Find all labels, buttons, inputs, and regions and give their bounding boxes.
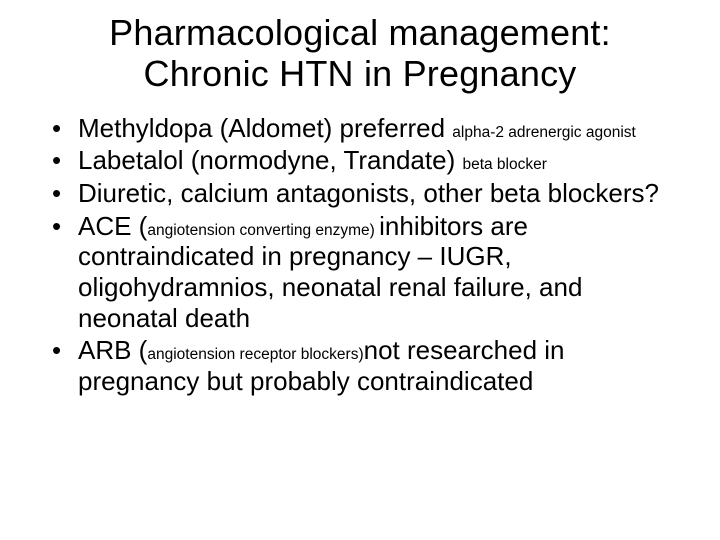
title-line-2: Chronic HTN in Pregnancy [144,53,577,94]
bullet-sub-text: beta blocker [462,156,546,173]
bullet-pre-text: ACE ( [78,211,147,241]
bullet-item: Diuretic, calcium antagonists, other bet… [52,178,684,209]
bullet-item: ARB (angiotension receptor blockers)not … [52,335,684,396]
bullet-main-text: Diuretic, calcium antagonists, other bet… [78,178,659,208]
bullet-post-text: not researched in pregnancy but probably… [78,335,565,396]
bullet-sub-text: angiotension receptor blockers) [147,346,363,363]
title-line-1: Pharmacological management: [109,12,611,53]
bullet-pre-text: ARB ( [78,335,147,365]
bullet-sub-text: alpha-2 adrenergic agonist [452,124,636,141]
bullet-main-text: Methyldopa (Aldomet) preferred [78,113,452,143]
bullet-list: Methyldopa (Aldomet) preferred alpha-2 a… [28,113,692,397]
slide-title: Pharmacological management: Chronic HTN … [28,12,692,95]
bullet-item: Labetalol (normodyne, Trandate) beta blo… [52,145,684,176]
bullet-main-text: Labetalol (normodyne, Trandate) [78,145,462,175]
bullet-item: ACE (angiotension converting enzyme) inh… [52,211,684,334]
bullet-sub-text: angiotension converting enzyme) [147,222,379,239]
slide: Pharmacological management: Chronic HTN … [0,0,720,540]
bullet-item: Methyldopa (Aldomet) preferred alpha-2 a… [52,113,684,144]
